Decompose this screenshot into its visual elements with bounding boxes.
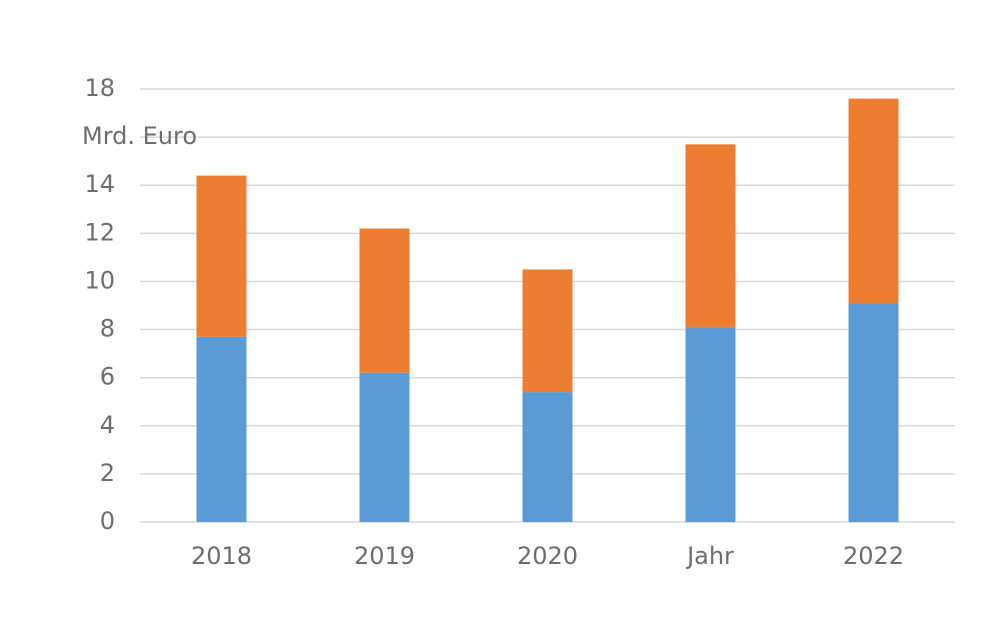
bar-segment xyxy=(685,327,736,522)
bar-segment xyxy=(848,98,899,304)
bar-segment xyxy=(359,372,410,522)
y-axis-unit-label: Mrd. Euro xyxy=(82,122,197,150)
y-tick-label: 8 xyxy=(100,315,115,343)
bar-segment xyxy=(196,175,247,337)
bar-segment xyxy=(685,144,736,328)
x-tick-label: 2018 xyxy=(191,542,252,570)
x-tick-label: Jahr xyxy=(685,542,734,570)
y-tick-label: 0 xyxy=(100,507,115,535)
bar-segment xyxy=(522,269,573,393)
x-tick-label: 2019 xyxy=(354,542,415,570)
bar-segment xyxy=(522,392,573,522)
x-tick-label: 2020 xyxy=(517,542,578,570)
y-tick-label: 6 xyxy=(100,363,115,391)
bar-segment xyxy=(359,228,410,373)
bar-segment xyxy=(848,303,899,522)
x-tick-label: 2022 xyxy=(843,542,904,570)
bar-segment xyxy=(196,336,247,522)
y-tick-label: 2 xyxy=(100,459,115,487)
y-tick-label: 12 xyxy=(84,218,115,246)
y-tick-label: 4 xyxy=(100,411,115,439)
y-tick-label: 18 xyxy=(84,74,115,102)
y-tick-label: 10 xyxy=(84,266,115,294)
y-tick-label: 14 xyxy=(84,170,115,198)
